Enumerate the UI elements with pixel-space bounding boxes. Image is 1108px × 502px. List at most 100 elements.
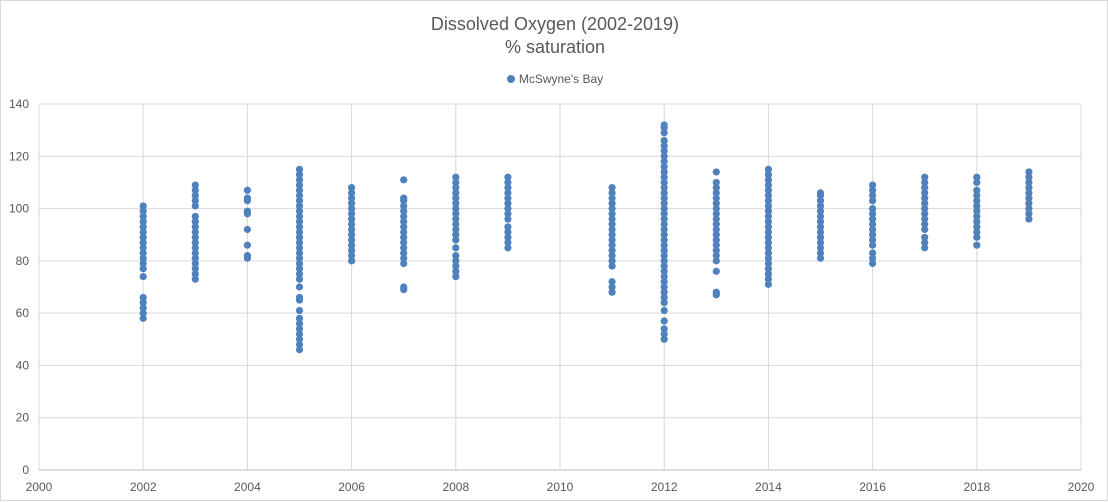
data-point [712, 194, 720, 202]
data-point [764, 259, 773, 268]
data-point [608, 278, 616, 286]
data-point [1025, 199, 1033, 207]
x-tick-label: 2008 [442, 480, 469, 494]
data-point [295, 233, 304, 241]
data-point [764, 244, 773, 252]
data-point [504, 178, 512, 187]
data-point [660, 288, 668, 296]
data-point [712, 225, 720, 234]
data-point [139, 238, 147, 247]
data-point [191, 197, 199, 205]
data-point [660, 147, 668, 155]
data-point [400, 202, 408, 210]
data-point [608, 288, 616, 296]
data-point [608, 199, 616, 207]
data-point [660, 241, 668, 249]
data-point [295, 176, 304, 184]
data-point [921, 178, 929, 187]
data-point [295, 283, 304, 291]
data-point [504, 215, 512, 223]
data-point [348, 194, 356, 202]
data-point [139, 228, 147, 236]
data-point [348, 215, 356, 223]
chart-title: Dissolved Oxygen (2002-2019) [430, 14, 680, 34]
data-point [139, 265, 147, 273]
data-point [191, 218, 199, 226]
data-point [816, 233, 825, 241]
y-tick-label: 140 [9, 97, 29, 111]
data-point [608, 194, 616, 202]
data-point [764, 207, 773, 215]
data-point [764, 176, 773, 184]
x-tick-label: 2010 [547, 480, 574, 494]
data-point [191, 191, 199, 200]
data-point [191, 244, 199, 252]
data-point [452, 210, 460, 218]
data-point [348, 225, 356, 234]
data-point [712, 220, 720, 228]
data-point [921, 210, 929, 218]
data-point [348, 184, 356, 192]
data-point [660, 220, 668, 228]
data-point [191, 249, 199, 257]
data-point [712, 189, 720, 197]
data-point [139, 202, 147, 210]
data-point [869, 191, 877, 200]
data-point [660, 204, 668, 213]
data-point [348, 189, 356, 197]
data-point [764, 254, 773, 262]
data-point [400, 283, 408, 291]
data-point [400, 228, 408, 236]
data-point [139, 299, 147, 307]
data-point [400, 259, 408, 268]
data-point [764, 197, 773, 205]
data-point [452, 189, 460, 197]
data-point [191, 202, 199, 210]
data-point [660, 306, 668, 315]
data-point [400, 207, 408, 215]
data-point [295, 275, 304, 283]
data-point [348, 257, 356, 265]
data-point [921, 220, 929, 228]
data-point [139, 309, 147, 317]
data-point [869, 249, 877, 257]
data-point [869, 210, 877, 218]
data-point [660, 262, 668, 270]
data-point [452, 215, 460, 223]
data-point [295, 330, 304, 338]
data-point [921, 225, 929, 234]
data-point [295, 259, 304, 268]
data-point [295, 265, 304, 273]
x-tick-label: 2012 [651, 480, 678, 494]
data-point [660, 189, 668, 197]
legend-marker-icon [506, 74, 515, 83]
data-point [1025, 173, 1033, 181]
data-point [504, 173, 512, 181]
legend: McSwyne's Bay [1, 71, 1108, 86]
data-point [660, 168, 668, 176]
data-point [608, 225, 616, 234]
data-point [973, 202, 981, 210]
data-point [295, 320, 304, 328]
data-point [816, 223, 825, 231]
data-point [452, 244, 460, 252]
data-point [660, 137, 668, 145]
data-point [191, 259, 199, 268]
x-tick-label: 2006 [338, 480, 365, 494]
data-point [295, 181, 304, 189]
data-point [608, 241, 616, 249]
data-point [660, 293, 668, 302]
data-point [973, 186, 981, 194]
data-point [660, 142, 668, 150]
data-point [139, 259, 147, 268]
data-point [608, 204, 616, 213]
data-point [660, 278, 668, 286]
data-point [139, 272, 147, 281]
y-tick-label: 100 [9, 202, 29, 216]
data-point [400, 244, 408, 252]
data-point [869, 215, 877, 223]
data-point [139, 304, 147, 312]
data-point [191, 212, 199, 221]
data-point [348, 210, 356, 218]
y-tick-label: 60 [16, 306, 30, 320]
